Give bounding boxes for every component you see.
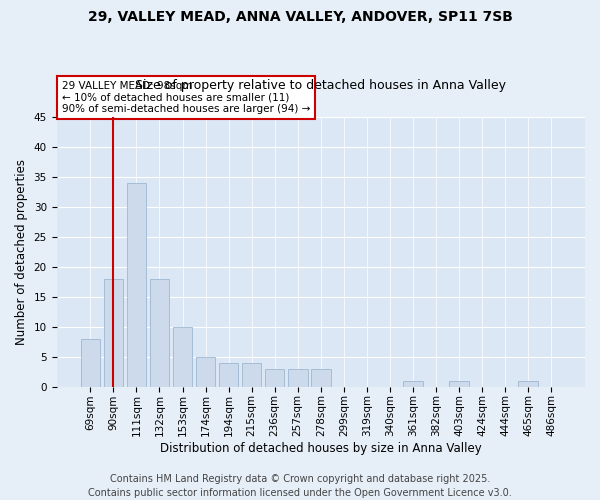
Text: Contains HM Land Registry data © Crown copyright and database right 2025.
Contai: Contains HM Land Registry data © Crown c… xyxy=(88,474,512,498)
X-axis label: Distribution of detached houses by size in Anna Valley: Distribution of detached houses by size … xyxy=(160,442,482,455)
Bar xyxy=(403,380,423,386)
Bar xyxy=(265,368,284,386)
Bar xyxy=(518,380,538,386)
Bar xyxy=(242,362,262,386)
Y-axis label: Number of detached properties: Number of detached properties xyxy=(15,158,28,344)
Bar xyxy=(127,183,146,386)
Bar xyxy=(288,368,308,386)
Bar xyxy=(311,368,331,386)
Bar xyxy=(149,278,169,386)
Text: 29 VALLEY MEAD: 98sqm
← 10% of detached houses are smaller (11)
90% of semi-deta: 29 VALLEY MEAD: 98sqm ← 10% of detached … xyxy=(62,81,310,114)
Bar xyxy=(173,326,193,386)
Bar xyxy=(104,278,123,386)
Bar xyxy=(219,362,238,386)
Bar xyxy=(449,380,469,386)
Bar xyxy=(80,338,100,386)
Title: Size of property relative to detached houses in Anna Valley: Size of property relative to detached ho… xyxy=(135,79,506,92)
Bar xyxy=(196,356,215,386)
Text: 29, VALLEY MEAD, ANNA VALLEY, ANDOVER, SP11 7SB: 29, VALLEY MEAD, ANNA VALLEY, ANDOVER, S… xyxy=(88,10,512,24)
